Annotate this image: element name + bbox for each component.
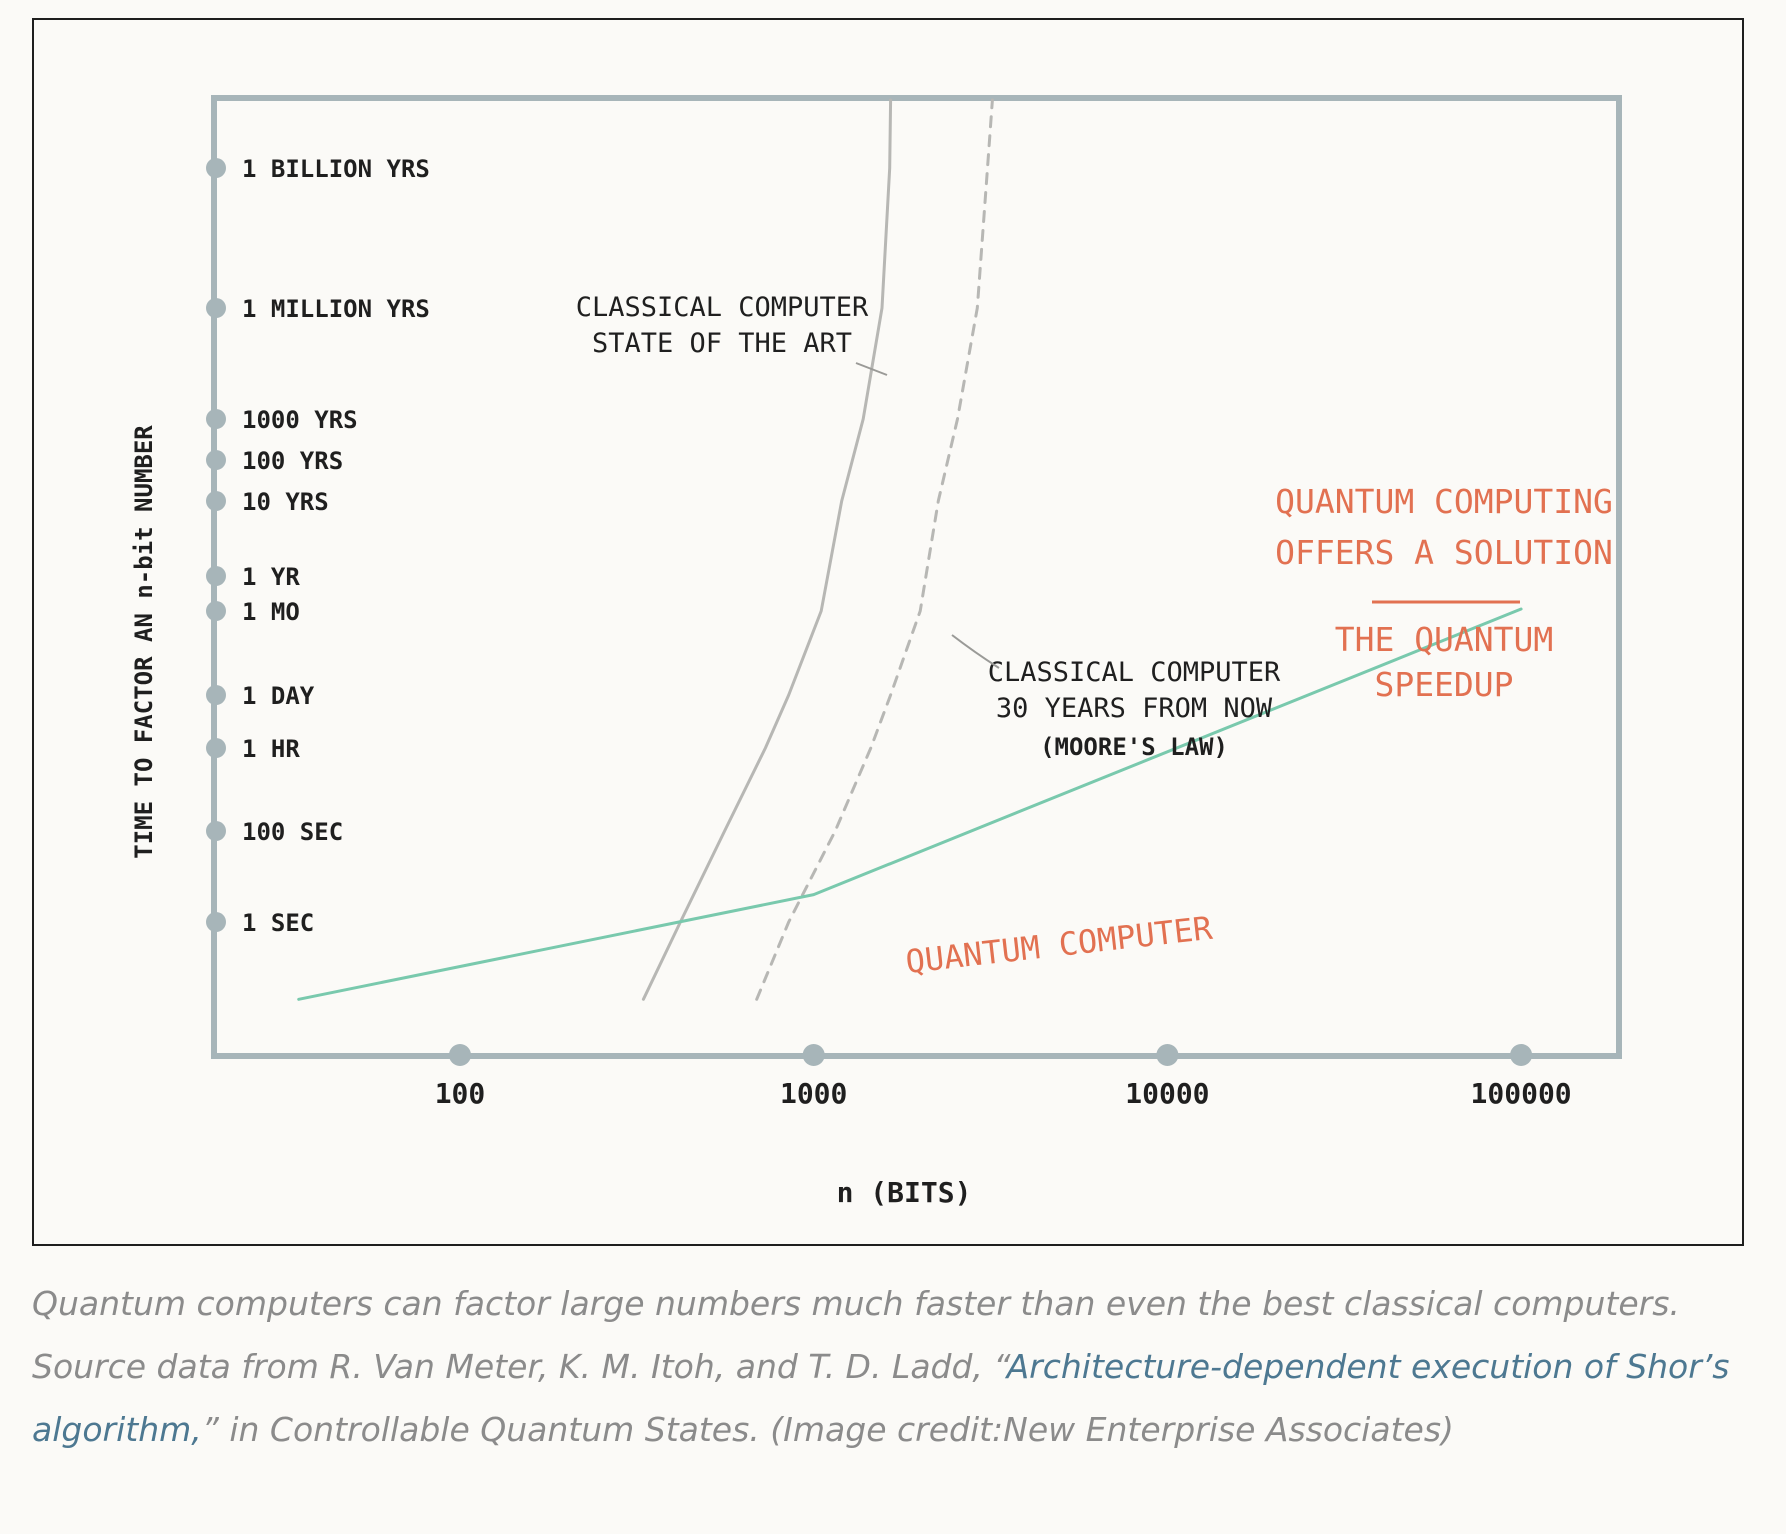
y-tick-marker (206, 601, 226, 621)
chart: 1 BILLION YRS 1 MILLION YRS 1000 YRS 100 YR… (130, 95, 1622, 1209)
y-tick-marker (206, 566, 226, 586)
classical-now-label-line2: STATE OF THE ART (592, 328, 852, 359)
caption-text-before: Quantum computers can factor large numbe… (32, 1284, 1680, 1386)
y-tick-label: 100 YRS (242, 447, 343, 475)
speedup-top-line1: QUANTUM COMPUTING (1275, 482, 1613, 521)
speedup-bottom-line1: THE QUANTUM (1335, 620, 1554, 659)
paper-link[interactable]: Architecture-dependent execution of Shor… (32, 1347, 1730, 1449)
y-tick-marker (206, 685, 226, 705)
y-tick-label: 1 BILLION YRS (242, 155, 430, 183)
speedup-top-line2: OFFERS A SOLUTION (1275, 533, 1613, 572)
x-tick-label: 100 (435, 1077, 486, 1110)
classical-now-leader (855, 362, 888, 376)
x-tick-label: 1000 (780, 1077, 847, 1110)
speedup-bottom-line2: SPEEDUP (1374, 665, 1513, 704)
series-line-3 (297, 607, 1523, 1001)
plot-frame (211, 95, 1622, 1059)
figure-caption: Quantum computers can factor large numbe… (32, 1272, 1732, 1461)
y-tick-label: 1 HR (242, 735, 300, 763)
y-tick-marker (206, 912, 226, 932)
x-tick-marker (449, 1044, 471, 1066)
y-tick-marker (206, 738, 226, 758)
classical-future-label-line2: 30 YEARS FROM NOW (996, 693, 1273, 724)
x-tick-marker (1510, 1044, 1533, 1066)
caption-text-after: ” in Controllable Quantum States. (Image… (201, 1410, 1454, 1449)
series-line-2 (755, 98, 994, 1001)
classical-future-label-line1: CLASSICAL COMPUTER (988, 657, 1281, 688)
y-tick-marker (206, 491, 226, 511)
y-tick-label: 1000 YRS (242, 406, 358, 434)
x-tick-label: 100000 (1471, 1077, 1572, 1110)
figure-frame: 1 BILLION YRS 1 MILLION YRS 1000 YRS 100 YR… (32, 18, 1744, 1246)
y-tick-label: 1 SEC (242, 909, 314, 937)
classical-now-label-line1: CLASSICAL COMPUTER (576, 292, 869, 323)
y-tick-label: 1 MILLION YRS (242, 295, 430, 323)
quantum-computer-label: QUANTUM COMPUTER (904, 909, 1215, 981)
y-tick-marker (206, 298, 226, 318)
y-tick-marker (206, 158, 226, 178)
classical-future-label-line3: (MOORE'S LAW) (1040, 733, 1228, 761)
x-tick-marker (1156, 1044, 1179, 1066)
x-tick-label: 10000 (1125, 1077, 1209, 1110)
y-tick-label: 1 MO (242, 598, 300, 626)
y-tick-marker (206, 450, 226, 470)
y-axis-label: TIME TO FACTOR AN n-bit NUMBER (130, 425, 158, 859)
y-tick-label: 1 YR (242, 563, 300, 591)
y-tick-label: 1 DAY (242, 682, 315, 710)
y-tick-marker (206, 409, 226, 429)
x-tick-marker (802, 1044, 825, 1066)
classical-future-leader (951, 634, 1000, 669)
series-line-1 (641, 98, 893, 1001)
y-tick-label: 100 SEC (242, 818, 343, 846)
y-tick-marker (206, 821, 226, 841)
y-tick-label: 10 YRS (242, 488, 329, 516)
x-axis-label: n (BITS) (837, 1176, 972, 1209)
